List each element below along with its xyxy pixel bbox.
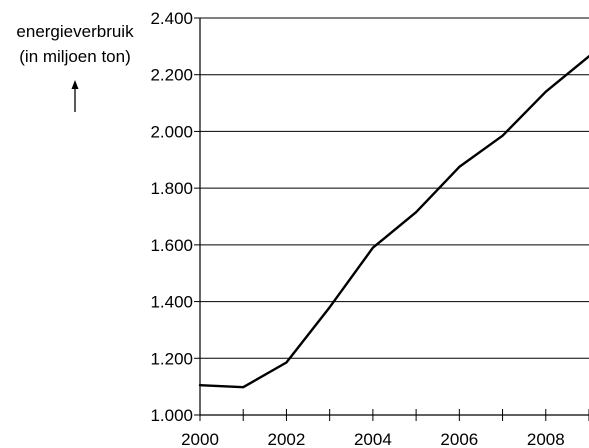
y-tick-label: 1.400 [150, 293, 193, 312]
y-tick-label: 2.400 [150, 9, 193, 28]
y-tick-label: 2.200 [150, 66, 193, 85]
x-tick-label: 2008 [527, 430, 565, 448]
x-tick-label: 2002 [268, 430, 306, 448]
y-axis-label: energieverbruik (in miljoen ton) [16, 22, 134, 112]
x-tick-label: 2000 [181, 430, 219, 448]
gridlines [200, 17, 589, 359]
y-tick-label: 1.200 [150, 349, 193, 368]
series [198, 55, 589, 389]
y-tick-label: 1.600 [150, 236, 193, 255]
y-tick-label: 1.000 [150, 406, 193, 425]
y-axis-label-line-2: (in miljoen ton) [19, 47, 131, 66]
y-axis-label-line-1: energieverbruik [16, 22, 134, 41]
x-tick-label: 2004 [354, 430, 392, 448]
x-tick-labels: 2000 2002 2004 2006 2008 [181, 430, 565, 448]
y-tick-labels: 1.000 1.200 1.400 1.600 1.800 2.000 2.200 2.400 [150, 9, 193, 425]
energy-consumption-line [198, 55, 589, 389]
x-tick-label: 2006 [440, 430, 478, 448]
y-tick-label: 2.000 [150, 122, 193, 141]
up-arrow-icon [71, 80, 79, 112]
y-tick-label: 1.800 [150, 179, 193, 198]
axes [194, 17, 589, 421]
